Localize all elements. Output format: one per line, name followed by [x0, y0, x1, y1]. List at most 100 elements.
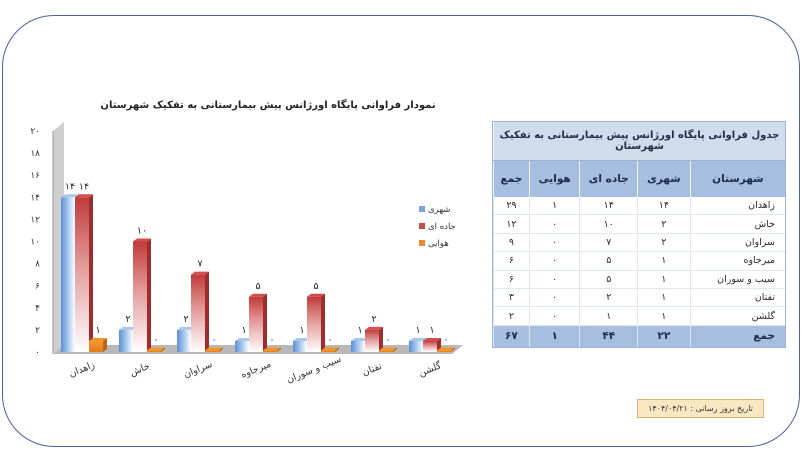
x-tick-label: سراوان	[182, 359, 214, 380]
data-label: ۰	[153, 335, 158, 346]
bar-side	[321, 293, 325, 352]
table-total-cell: جمع	[689, 325, 785, 347]
legend-label: هوایی	[428, 239, 449, 249]
y-tick-label: ۰	[35, 348, 40, 358]
table-cell: ۲	[637, 233, 691, 253]
chart-title: نمودار فراوانی پایگاه اورژانس پیش بیمارس…	[100, 98, 435, 111]
x-tick-label: زاهدان	[68, 359, 97, 379]
bar-top	[75, 194, 93, 198]
bar-top	[133, 238, 151, 242]
table-cell: ۱	[637, 270, 691, 289]
table-total-cell: ۱	[528, 325, 580, 347]
table-cell: ۶	[493, 251, 530, 271]
bar-top	[119, 326, 137, 330]
data-label: ۱۰	[137, 226, 147, 237]
bar	[437, 350, 451, 352]
col-header-air: هوایی	[528, 160, 580, 197]
data-label: ۰	[211, 335, 216, 346]
bar	[249, 296, 263, 352]
table-cell: ۷	[579, 233, 638, 253]
bar-top	[423, 337, 441, 341]
table-cell: ۳	[493, 288, 530, 308]
y-tick-label: ۲	[35, 326, 40, 336]
table-cell: ۱	[637, 288, 691, 308]
bar	[147, 350, 161, 352]
table-cell: تفتان	[689, 288, 785, 308]
table-cell: ۱۲	[493, 214, 530, 234]
legend-swatch	[419, 240, 425, 246]
col-header-urban: شهری	[637, 160, 691, 197]
data-label: ۱	[429, 325, 434, 336]
bar-side	[451, 347, 455, 352]
bars	[61, 194, 455, 352]
bar-chart: نمودار فراوانی پایگاه اورژانس پیش بیمارس…	[30, 98, 463, 386]
data-label: ۰	[385, 335, 390, 346]
bar-side	[277, 347, 281, 352]
bar	[263, 350, 277, 352]
legend: شهری جاده ای هوایی	[419, 205, 456, 249]
table-total-row: جمع ۲۲ ۴۴ ۱ ۶۷	[493, 325, 785, 347]
y-tick-label: ۱۴	[30, 193, 40, 203]
table-row: سراوان ۲ ۷ ۰ ۹	[493, 233, 785, 253]
data-label: ۲	[183, 314, 188, 325]
chart-svg: نمودار فراوانی پایگاه اورژانس پیش بیمارس…	[30, 98, 463, 386]
bar-top	[235, 337, 253, 341]
y-tick-label: ۱۲	[30, 215, 40, 225]
table-total-cell: ۶۷	[493, 325, 530, 347]
bar-top	[205, 347, 223, 351]
bar-top	[89, 337, 107, 341]
bar	[307, 296, 321, 352]
table-cell: ۱	[579, 306, 638, 326]
bar-top	[409, 337, 427, 341]
bar	[293, 340, 307, 352]
table-row: خاش ۲ ۱۰ ۰ ۱۲	[493, 214, 785, 234]
table-cell: سراوان	[689, 233, 785, 253]
bar	[321, 350, 335, 352]
table-cell: زاهدان	[689, 197, 785, 216]
bar	[61, 197, 75, 352]
data-label: ۰	[269, 335, 274, 346]
data-label: ۰	[443, 335, 448, 346]
table-cell: ۰	[528, 251, 580, 271]
data-label: ۰	[327, 335, 332, 346]
table-cell: گلشن	[689, 306, 785, 326]
bar-side	[393, 347, 397, 352]
bar-side	[147, 238, 151, 352]
bar-side	[219, 347, 223, 352]
frequency-table: جدول فراوانی پایگاه اورژانس پیش بیمارستا…	[492, 121, 786, 348]
bar	[191, 274, 205, 352]
table-cell: ۰	[528, 214, 580, 234]
x-tick-label: سیب و سوران	[285, 354, 343, 386]
table-cell: سیب و سوران	[689, 270, 785, 289]
bar-side	[103, 337, 107, 352]
data-label: ۲	[125, 314, 130, 325]
table-total-cell: ۲۲	[637, 325, 691, 347]
legend-label: جاده ای	[428, 222, 456, 232]
table-row: میرجاوه ۱ ۵ ۰ ۶	[493, 251, 785, 271]
table-cell: ۹	[493, 233, 530, 253]
table-row: گلشن ۱ ۱ ۰ ۲	[493, 306, 785, 326]
bar	[235, 340, 249, 352]
data-label: ۷	[197, 259, 202, 270]
table-cell: ۱۴	[579, 197, 638, 216]
data-label: ۱	[357, 325, 362, 336]
table-cell: ۰	[528, 270, 580, 289]
bar-top	[293, 337, 311, 341]
bar	[365, 329, 379, 352]
col-header-city: شهرستان	[689, 160, 785, 197]
data-label: ۵	[255, 281, 260, 292]
bar	[119, 329, 133, 352]
bar-top	[191, 271, 209, 275]
bar	[379, 350, 393, 352]
y-tick-label: ۱۰	[30, 238, 40, 248]
bar-side	[205, 271, 209, 352]
table-cell: ۱	[637, 251, 691, 271]
bar-top	[177, 326, 195, 330]
bar	[89, 340, 103, 352]
bar	[351, 340, 365, 352]
table-cell: ۶	[493, 270, 530, 289]
bar-side	[335, 347, 339, 352]
table-row: تفتان ۱ ۲ ۰ ۳	[493, 288, 785, 308]
y-tick-label: ۸	[35, 260, 40, 270]
table-cell: ۲	[579, 288, 638, 308]
